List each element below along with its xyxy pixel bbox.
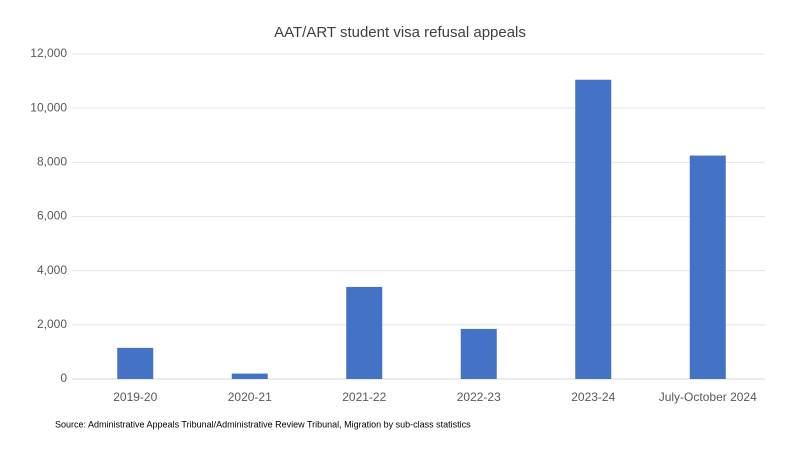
x-tick-label: 2019-20 [113,390,157,404]
bar [460,328,497,379]
x-tick-label: 2022-23 [457,390,501,404]
y-tick-label: 12,000 [30,46,67,60]
chart-title: AAT/ART student visa refusal appeals [274,24,526,41]
y-tick-label: 8,000 [37,155,67,169]
y-tick-label: 2,000 [37,317,67,331]
x-tick-label: 2023-24 [571,390,615,404]
y-tick-label: 10,000 [30,100,67,114]
x-tick-label: July-October 2024 [659,390,757,404]
bar [575,79,612,380]
source-note: Source: Administrative Appeals Tribunal/… [55,419,471,429]
bar [689,155,726,379]
y-tick-label: 0 [60,371,67,385]
bar [231,373,268,379]
x-tick-label: 2020-21 [228,390,272,404]
y-tick-label: 6,000 [37,209,67,223]
bar [117,347,154,379]
y-tick-label: 4,000 [37,263,67,277]
bar [346,286,383,379]
x-tick-label: 2021-22 [342,390,386,404]
